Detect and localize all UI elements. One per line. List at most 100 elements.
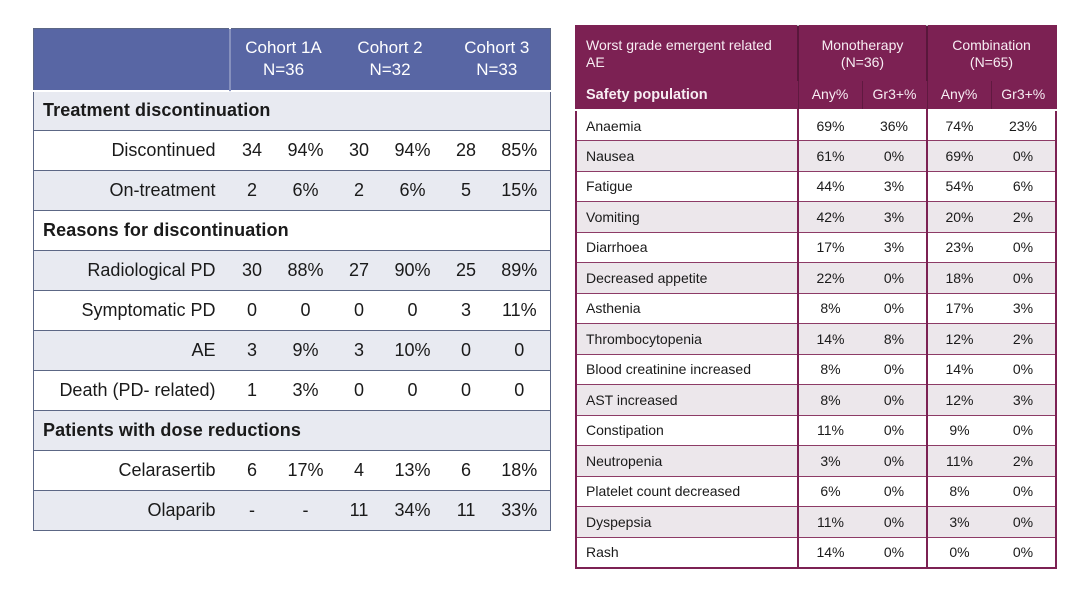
ae-value-cell: 74% xyxy=(926,110,991,141)
ae-value-cell: 0% xyxy=(883,147,905,164)
ae-row-label: Neutropenia xyxy=(586,452,663,469)
cohort-3-n: N=33 xyxy=(476,60,518,80)
ae-value-cell: 3% xyxy=(883,239,905,256)
ae-value-cell: 0% xyxy=(1012,147,1034,164)
cohort-2-label: Cohort 2 xyxy=(357,38,423,58)
value-cell: 6 xyxy=(246,460,257,480)
ae-data-row: Diarrhoea 17% 3% 23% 0% xyxy=(576,232,1057,263)
ae-value-cell: 8% xyxy=(797,354,862,385)
section-title: Treatment discontinuation xyxy=(43,100,271,121)
ae-value-cell: 14% xyxy=(797,537,862,568)
value-cell: 33% xyxy=(501,500,538,520)
row-label: Olaparib xyxy=(147,500,216,520)
ae-value-cell: 6% xyxy=(1012,178,1034,195)
ae-value-cell: 0% xyxy=(883,269,905,286)
cohort-2-n: N=32 xyxy=(369,60,411,80)
value-cell: 0 xyxy=(514,340,525,360)
row-label: Discontinued xyxy=(111,140,216,160)
value-cell: 30 xyxy=(349,140,370,160)
ae-value-cell: 17% xyxy=(926,293,991,324)
ae-value-cell: 0% xyxy=(1012,269,1034,286)
ae-value-cell: 0% xyxy=(883,422,905,439)
data-row: AE 3 9% 3 10% 0 0 xyxy=(33,330,551,371)
ae-row-label: Constipation xyxy=(586,422,664,439)
ae-value-cell: 3% xyxy=(926,506,991,537)
ae-value-cell: 0% xyxy=(1012,483,1034,500)
section-header-row: Reasons for discontinuation xyxy=(33,210,551,251)
data-row: Discontinued 34 94% 30 94% 28 85% xyxy=(33,130,551,171)
value-cell: 6% xyxy=(399,180,426,200)
row-label: Symptomatic PD xyxy=(81,300,216,320)
value-cell: 0 xyxy=(300,300,311,320)
ae-value-cell: 0% xyxy=(883,544,905,560)
ae-value-cell: 8% xyxy=(797,384,862,415)
ae-row-label: Diarrhoea xyxy=(586,239,648,256)
ae-value-cell: 22% xyxy=(797,262,862,293)
ae-value-cell: 11% xyxy=(797,506,862,537)
ae-value-cell: 2% xyxy=(1012,330,1034,347)
safety-population-header: Safety population xyxy=(576,81,798,110)
ae-value-cell: 14% xyxy=(926,354,991,385)
row-label: Radiological PD xyxy=(87,260,216,280)
cohort-3-label: Cohort 3 xyxy=(464,38,530,58)
ae-value-cell: 14% xyxy=(797,323,862,354)
value-cell: 0 xyxy=(461,380,472,400)
data-row: Radiological PD 30 88% 27 90% 25 89% xyxy=(33,250,551,291)
ae-row-label: Dyspepsia xyxy=(586,513,652,530)
ae-header-row: Worst grade emergent related AE Monother… xyxy=(576,26,1057,81)
value-cell: 3 xyxy=(461,300,472,320)
ae-data-row: Constipation 11% 0% 9% 0% xyxy=(576,415,1057,446)
cohort-header-corner xyxy=(33,28,231,91)
ae-data-row: Asthenia 8% 0% 17% 3% xyxy=(576,293,1057,324)
value-cell: 85% xyxy=(501,140,538,160)
adverse-events-table: Worst grade emergent related AE Monother… xyxy=(575,25,1058,569)
data-row: Symptomatic PD 0 0 0 0 3 11% xyxy=(33,290,551,331)
monotherapy-any-header: Any% xyxy=(797,81,862,110)
ae-row-label: Blood creatinine increased xyxy=(586,361,751,378)
ae-data-row: Vomiting 42% 3% 20% 2% xyxy=(576,201,1057,232)
monotherapy-n: (N=36) xyxy=(840,54,885,70)
ae-value-cell: 11% xyxy=(926,445,991,476)
ae-value-cell: 0% xyxy=(1012,361,1034,378)
monotherapy-gr3-header: Gr3+% xyxy=(861,81,927,110)
value-cell: 34% xyxy=(394,500,431,520)
value-cell: 0 xyxy=(246,300,257,320)
ae-row-label: Vomiting xyxy=(586,208,640,225)
value-cell: 25 xyxy=(456,260,477,280)
combination-n: (N=65) xyxy=(969,54,1014,70)
ae-data-row: Neutropenia 3% 0% 11% 2% xyxy=(576,445,1057,476)
row-label: AE xyxy=(191,340,216,360)
ae-value-cell: 3% xyxy=(797,445,862,476)
ae-value-cell: 23% xyxy=(1008,117,1038,134)
cohort-2-header: Cohort 2 N=32 xyxy=(336,28,444,91)
ae-data-row: Anaemia 69% 36% 74% 23% xyxy=(576,110,1056,141)
value-cell: 6% xyxy=(292,180,319,200)
ae-value-cell: 12% xyxy=(926,384,991,415)
value-cell: 0 xyxy=(354,380,365,400)
value-cell: 34 xyxy=(241,140,263,160)
ae-row-label: Thrombocytopenia xyxy=(586,330,702,347)
ae-value-cell: 11% xyxy=(797,415,862,446)
ae-data-row: Blood creatinine increased 8% 0% 14% 0% xyxy=(576,354,1057,385)
value-cell: 2 xyxy=(354,180,365,200)
data-row: Celarasertib 6 17% 4 13% 6 18% xyxy=(33,450,551,491)
ae-value-cell: 42% xyxy=(797,201,862,232)
ae-value-cell: 0% xyxy=(883,513,905,530)
combination-any-header: Any% xyxy=(926,81,991,110)
ae-value-cell: 0% xyxy=(883,300,905,317)
value-cell: 89% xyxy=(501,260,538,280)
ae-value-cell: 17% xyxy=(797,232,862,263)
section-title: Patients with dose reductions xyxy=(43,420,301,440)
value-cell: 3 xyxy=(246,340,257,360)
ae-value-cell: 0% xyxy=(883,452,905,469)
value-cell: 28 xyxy=(456,140,477,160)
ae-value-cell: 0% xyxy=(1012,544,1034,560)
value-cell: 0 xyxy=(461,340,472,360)
cohort-table: Cohort 1A N=36 Cohort 2 N=32 Cohort 3 N=… xyxy=(33,28,552,531)
value-cell: 0 xyxy=(514,380,525,400)
discontinuation-table-panel: Cohort 1A N=36 Cohort 2 N=32 Cohort 3 N=… xyxy=(33,28,552,531)
value-cell: 4 xyxy=(354,460,365,480)
ae-value-cell: 69% xyxy=(926,140,991,171)
value-cell: 13% xyxy=(394,460,431,480)
ae-value-cell: 69% xyxy=(797,110,862,141)
